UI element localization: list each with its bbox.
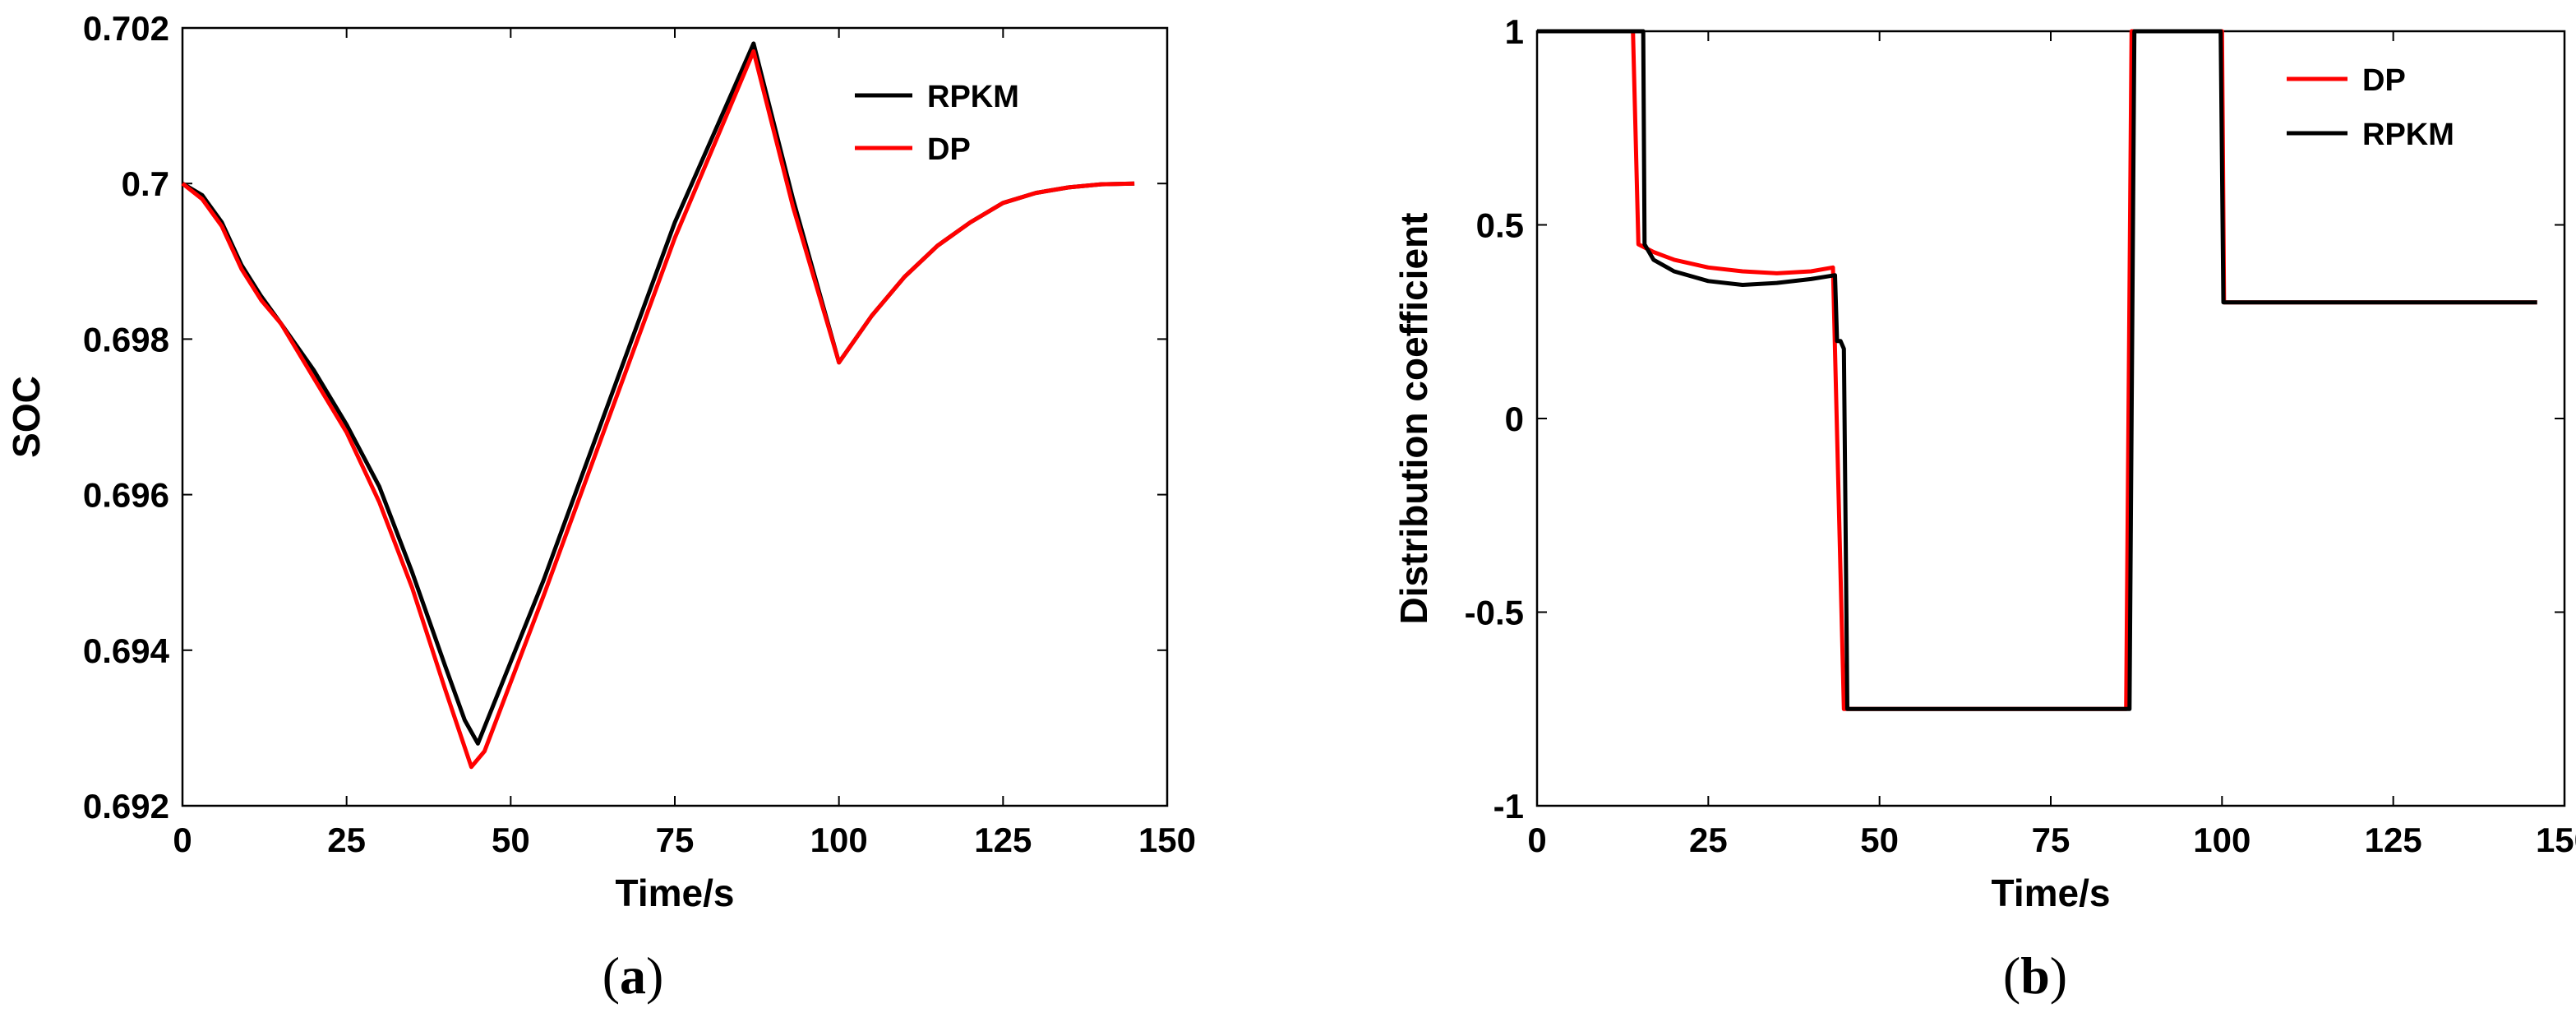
y-tick-label: 0.694 — [83, 631, 170, 670]
legend-label-rpkm: RPKM — [2362, 118, 2454, 152]
y-tick-label: 0.5 — [1476, 206, 1524, 245]
y-axis-title: SOC — [5, 376, 48, 458]
x-tick-label: 75 — [656, 821, 695, 859]
legend-label-dp: DP — [2362, 63, 2406, 98]
x-tick-label: 50 — [492, 821, 530, 859]
y-tick-label: 0.696 — [83, 476, 169, 515]
x-tick-label: 100 — [2193, 821, 2251, 859]
y-tick-label: 0.698 — [83, 320, 169, 358]
y-tick-label: 1 — [1505, 12, 1524, 51]
legend-label-rpkm: RPKM — [927, 80, 1019, 114]
x-tick-label: 25 — [1689, 821, 1728, 859]
x-tick-label: 75 — [2032, 821, 2070, 859]
y-tick-label: 0 — [1505, 400, 1524, 438]
y-tick-label: -1 — [1493, 787, 1524, 826]
x-tick-label: 25 — [327, 821, 366, 859]
plot-area — [1535, 30, 2566, 807]
x-tick-label: 100 — [810, 821, 868, 859]
panel-label-letter: b — [2020, 946, 2050, 1005]
x-tick-label: 50 — [1860, 821, 1899, 859]
x-tick-label: 150 — [1138, 821, 1196, 859]
x-tick-label: 125 — [974, 821, 1032, 859]
x-tick-label: 150 — [2536, 821, 2576, 859]
series-line-rpkm — [1537, 29, 2537, 711]
plot-area — [181, 26, 1169, 807]
y-tick-label: 0.692 — [83, 787, 169, 826]
x-tick-label: 125 — [2365, 821, 2422, 859]
y-tick-label: -0.5 — [1465, 594, 1524, 632]
y-tick-label: 0.7 — [122, 164, 169, 203]
chart-panel-a: 0 25 50 75 100 125 1500.6920.6940.6960.6980.70… — [5, 9, 1196, 1005]
series-line-dp — [181, 49, 1135, 770]
panel-label: (b) — [2003, 946, 2067, 1005]
legend-label-dp: DP — [927, 132, 971, 167]
y-tick-label: 0.702 — [83, 9, 169, 48]
panel-label-letter: a — [620, 946, 646, 1005]
chart-panel-b: 0 25 50 75 100 125 150 -1 -0.5 0 0.5 1 Time/s Distrib… — [1392, 12, 2576, 1005]
x-tick-label: 0 — [173, 821, 192, 859]
x-axis-title: Time/s — [1992, 872, 2111, 914]
x-axis-title: Time/s — [616, 872, 735, 914]
y-axis-title: Distribution coefficient — [1392, 213, 1435, 625]
panel-label: (a) — [602, 946, 664, 1005]
x-tick-label: 0 — [1527, 821, 1546, 859]
